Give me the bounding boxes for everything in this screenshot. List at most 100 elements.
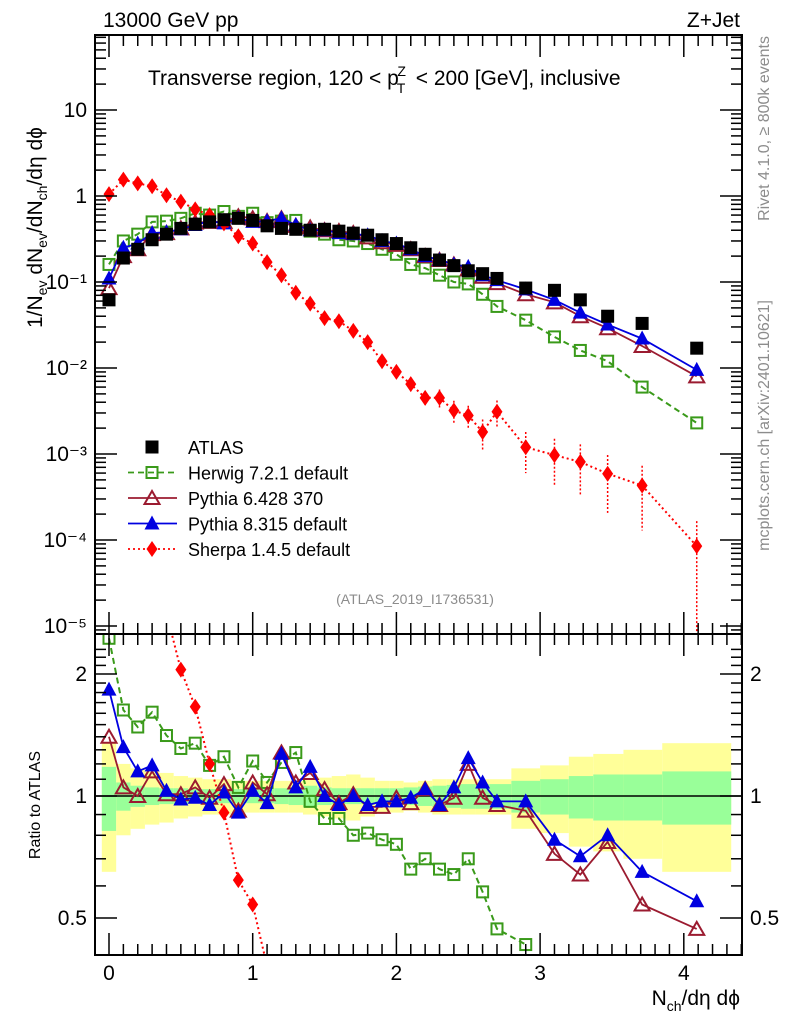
main-point-sherpa	[146, 178, 158, 195]
legend-item-pythia6: Pythia 6.428 370	[128, 488, 323, 509]
main-point-atlas	[433, 253, 447, 267]
main-point-sherpa	[434, 389, 446, 406]
ratio-point-pythia6	[571, 865, 590, 882]
main-y-tick-label: 1	[75, 185, 87, 208]
ratio-point-pythia8	[173, 791, 189, 806]
ratio-point-sherpa	[175, 661, 187, 678]
ratio-y-axis-label: Ratio to ATLAS	[27, 751, 44, 859]
main-point-sherpa	[261, 254, 273, 271]
legend-item-sherpa: Sherpa 1.4.5 default	[128, 540, 350, 560]
ratio-point-pythia6	[516, 801, 535, 818]
ratio-point-pythia8	[403, 789, 419, 804]
main-point-herwig	[433, 268, 447, 282]
band-inner-bin	[593, 774, 624, 821]
main-point-atlas	[375, 233, 389, 247]
main-point-atlas	[188, 217, 202, 231]
header-process-label: Z+Jet	[687, 9, 740, 32]
main-point-atlas	[203, 215, 217, 229]
main-point-atlas	[447, 259, 461, 273]
main-point-sherpa	[175, 193, 187, 210]
ratio-point-herwig	[131, 720, 145, 734]
ratio-point-herwig	[461, 852, 475, 866]
main-point-pythia8	[634, 330, 650, 345]
ratio-point-sherpa	[118, 418, 129, 434]
ratio-point-herwig	[346, 828, 360, 842]
main-point-herwig	[490, 299, 504, 313]
ratio-point-herwig	[389, 837, 403, 851]
legend-item-pythia8: Pythia 8.315 default	[128, 515, 347, 535]
ratio-point-herwig	[231, 780, 245, 794]
main-point-sherpa	[132, 175, 144, 192]
main-point-sherpa	[275, 267, 287, 284]
ratio-point-pythia8	[144, 757, 160, 772]
ratio-y-tick-label-right: 0.5	[750, 907, 779, 930]
main-y-tick-label: 10⁻⁵	[44, 615, 87, 638]
main-point-sherpa	[520, 439, 532, 456]
main-point-sherpa	[448, 402, 460, 419]
main-point-sherpa	[160, 187, 172, 204]
main-point-herwig	[102, 257, 116, 271]
ratio-frame	[94, 633, 743, 956]
ratio-series-pythia8	[101, 681, 705, 908]
x-axis-label: Nch/dη dϕ	[652, 987, 740, 1014]
band-inner-bin	[623, 774, 663, 821]
main-point-herwig	[519, 313, 533, 327]
main-point-sherpa	[390, 363, 402, 380]
main-point-pythia6	[632, 337, 652, 354]
ratio-point-pythia8	[518, 793, 534, 808]
main-point-atlas	[361, 228, 375, 242]
legend-marker-pythia8	[144, 515, 160, 530]
ratio-point-herwig	[375, 833, 389, 847]
ratio-point-sherpa	[189, 698, 201, 715]
ratio-point-herwig	[289, 746, 303, 760]
ratio-y-tick-label-left: 2	[75, 663, 87, 686]
main-point-herwig	[547, 330, 561, 344]
main-point-sherpa	[362, 334, 374, 351]
main-point-sherpa	[247, 235, 259, 252]
main-point-atlas	[519, 281, 533, 295]
ratio-point-herwig	[159, 729, 173, 743]
ratio-point-pythia8	[572, 848, 588, 863]
ratio-point-herwig	[361, 826, 375, 840]
ratio-point-pythia8	[187, 789, 203, 804]
legend-label-pythia6: Pythia 6.428 370	[188, 489, 323, 509]
ratio-point-herwig	[188, 736, 202, 750]
legend: ATLAS Herwig 7.2.1 default Pythia 6.428 37…	[128, 438, 350, 560]
ratio-point-pythia8	[446, 779, 462, 794]
main-point-herwig	[635, 380, 649, 394]
main-y-tick-label: 10⁻³	[46, 443, 87, 466]
main-point-herwig	[447, 275, 461, 289]
ratio-point-herwig	[145, 705, 159, 719]
main-point-atlas	[246, 213, 260, 227]
ratio-point-pythia8	[202, 797, 218, 812]
title-part-2: < 200 [GeV], inclusive	[410, 67, 621, 90]
main-point-atlas	[274, 221, 288, 235]
main-point-sherpa	[189, 201, 201, 218]
title-sup-z: Z	[397, 63, 406, 79]
ratio-point-pythia8	[489, 793, 505, 808]
ratio-y-tick-label-left: 1	[75, 785, 87, 808]
main-point-sherpa	[304, 295, 316, 312]
ratio-point-herwig	[217, 750, 231, 764]
ratio-point-pythia8	[600, 827, 616, 842]
main-series-atlas	[102, 211, 704, 355]
ratio-point-pythia8	[546, 831, 562, 846]
ratio-panel	[99, 418, 706, 974]
main-point-sherpa	[319, 310, 331, 327]
ratio-point-pythia6	[598, 833, 617, 850]
ratio-point-sherpa	[262, 958, 273, 974]
main-point-sherpa	[491, 403, 503, 420]
ratio-point-pythia8	[634, 863, 650, 878]
main-y-axis-label: 1/Nev dNev/dNch/dη dϕ	[24, 127, 50, 328]
axes: 10 1 10⁻¹ 10⁻² 10⁻³ 10⁻⁴ 10⁻⁵ 2 2 1 1 0.5 0.5 0 1 2 3 4	[44, 34, 779, 985]
main-series-pythia8	[101, 210, 705, 376]
legend-item-herwig: Herwig 7.2.1 default	[128, 464, 348, 484]
band-inner-bin	[568, 776, 594, 819]
ratio-point-herwig	[447, 868, 461, 882]
main-point-atlas	[231, 211, 245, 225]
x-tick-label: 0	[103, 962, 115, 985]
main-point-herwig	[690, 416, 704, 430]
x-tick-label: 4	[678, 962, 690, 985]
main-point-sherpa	[347, 322, 359, 339]
